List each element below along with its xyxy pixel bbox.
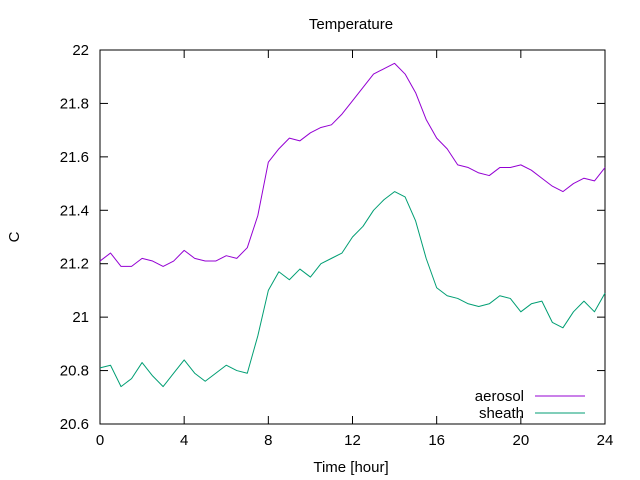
x-axis-label: Time [hour] — [313, 459, 388, 476]
series-line-aerosol — [99, 62, 606, 267]
y-tick-label: 21.6 — [60, 149, 89, 166]
x-tick-label: 20 — [512, 432, 529, 449]
x-tick-label: 4 — [180, 432, 188, 449]
x-tick-label: 8 — [264, 432, 272, 449]
y-tick-label: 21 — [72, 309, 89, 326]
chart-title: Temperature — [309, 16, 393, 33]
axis-ticks: 0 4 8 12 16 20 24 20.6 20.8 21 21.2 21.4 21.6 21.8 22 — [60, 42, 614, 449]
y-tick-label: 21.4 — [60, 202, 89, 219]
x-tick-label: 24 — [597, 432, 614, 449]
plot-lines — [99, 62, 606, 388]
y-tick-label: 22 — [72, 42, 89, 59]
y-tick-label: 20.8 — [60, 363, 89, 380]
x-tick-label: 16 — [428, 432, 445, 449]
y-tick-label: 20.6 — [60, 416, 89, 433]
legend-label-sheath: sheath — [479, 405, 524, 422]
y-tick-label: 21.8 — [60, 95, 89, 112]
y-axis-label: C — [6, 231, 23, 242]
legend-label-aerosol: aerosol — [475, 388, 524, 405]
y-tick-label: 21.2 — [60, 256, 89, 273]
x-tick-label: 0 — [96, 432, 104, 449]
x-tick-label: 12 — [344, 432, 361, 449]
series-line-sheath — [99, 191, 606, 388]
